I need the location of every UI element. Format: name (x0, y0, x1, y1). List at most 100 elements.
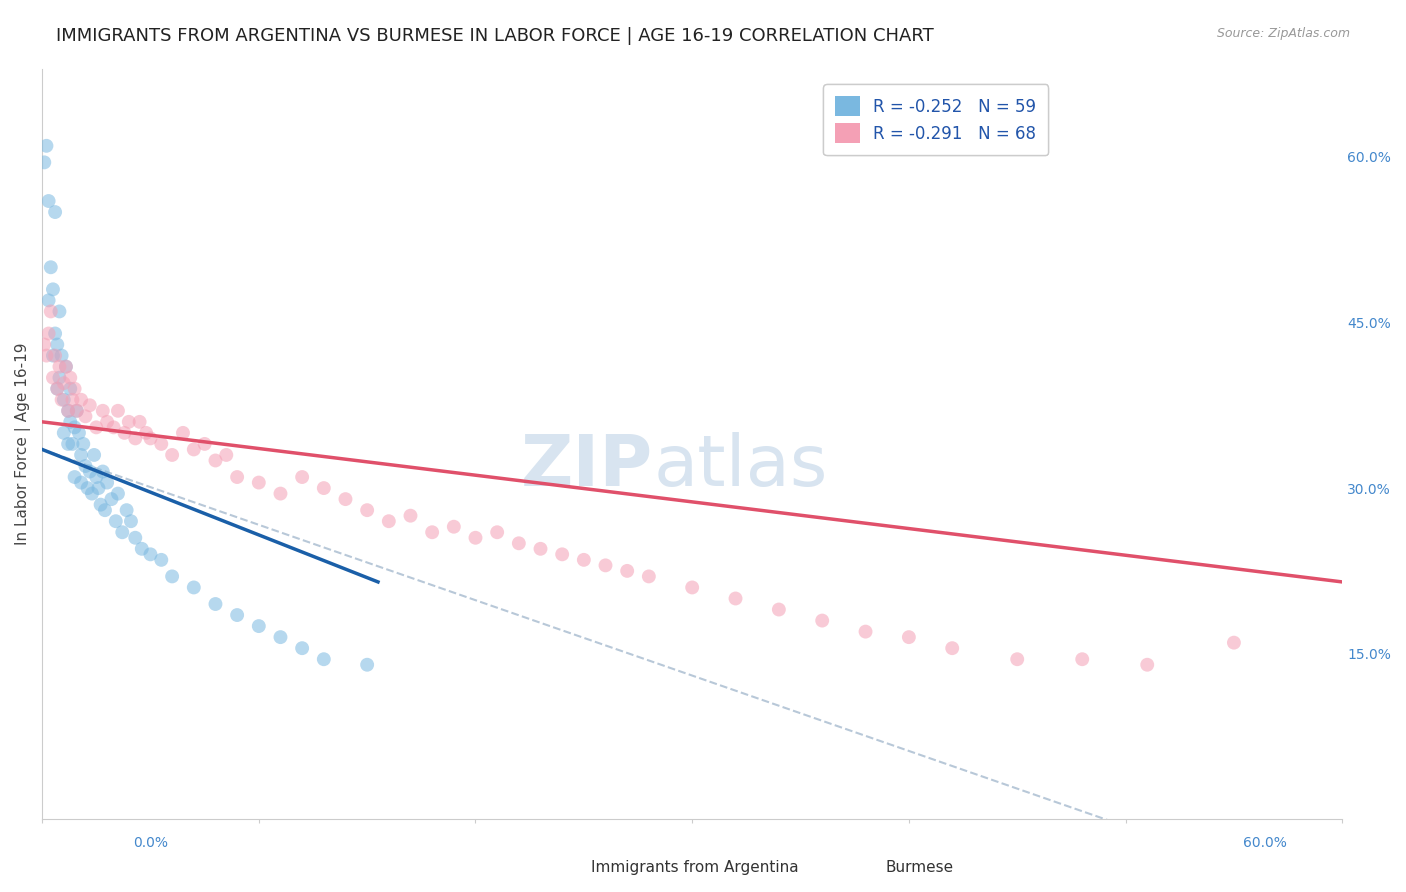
Point (464, 531, 486, 545)
Point (56, 437, 79, 451)
Point (150, 553, 173, 567)
Text: atlas: atlas (654, 432, 828, 501)
Point (114, 425, 136, 440)
Point (247, 619, 270, 633)
Point (32, 155, 55, 169)
Point (103, 420, 125, 434)
Point (44, 326, 66, 341)
Point (35, 138, 58, 153)
Point (118, 415, 141, 429)
Text: Immigrants from Argentina: Immigrants from Argentina (591, 860, 799, 874)
Point (115, 503, 138, 517)
Point (291, 470, 314, 484)
Point (572, 553, 595, 567)
Text: Source: ZipAtlas.com: Source: ZipAtlas.com (1216, 27, 1350, 40)
Point (1005, 652, 1028, 666)
Point (91, 404, 114, 418)
Point (941, 641, 963, 656)
Point (44, 349, 66, 363)
Point (1071, 652, 1094, 666)
Point (51, 349, 73, 363)
Point (420, 525, 443, 540)
Point (111, 525, 134, 540)
Point (529, 541, 551, 556)
Point (66, 404, 89, 418)
Point (52, 392, 75, 407)
Point (160, 448, 183, 462)
Point (39, 260, 62, 275)
Point (56, 404, 79, 418)
Point (75, 458, 97, 473)
Point (42, 282, 65, 296)
Point (84, 470, 107, 484)
Point (46, 337, 69, 351)
Point (378, 514, 401, 528)
Point (46, 382, 69, 396)
Legend: R = -0.252   N = 59, R = -0.291   N = 68: R = -0.252 N = 59, R = -0.291 N = 68 (824, 85, 1047, 155)
Point (204, 597, 226, 611)
Point (48, 304, 70, 318)
Point (595, 558, 617, 573)
Point (107, 486, 129, 500)
Point (70, 475, 93, 490)
Point (269, 486, 291, 500)
Point (150, 437, 173, 451)
Point (63, 382, 86, 396)
Point (72, 437, 94, 451)
Text: Burmese: Burmese (886, 860, 953, 874)
Text: IMMIGRANTS FROM ARGENTINA VS BURMESE IN LABOR FORCE | AGE 16-19 CORRELATION CHAR: IMMIGRANTS FROM ARGENTINA VS BURMESE IN … (56, 27, 934, 45)
Point (55, 359, 77, 374)
Point (79, 465, 101, 479)
Point (1223, 635, 1246, 649)
Point (39, 304, 62, 318)
Point (62, 437, 84, 451)
Point (172, 425, 194, 440)
Point (42, 370, 65, 384)
Point (1136, 657, 1159, 672)
Point (42, 349, 65, 363)
Point (616, 564, 638, 578)
Point (104, 514, 127, 528)
Text: 60.0%: 60.0% (1243, 836, 1286, 850)
Point (67, 425, 90, 440)
Point (75, 409, 97, 424)
Point (356, 503, 378, 517)
Point (139, 547, 162, 561)
Point (486, 525, 509, 540)
Text: ZIP: ZIP (522, 432, 654, 501)
Point (84, 420, 107, 434)
Point (160, 569, 183, 583)
Point (551, 547, 574, 561)
Point (194, 437, 217, 451)
Point (107, 404, 129, 418)
Point (70, 392, 93, 407)
Point (204, 453, 226, 467)
Point (139, 431, 162, 445)
Point (76, 481, 98, 495)
Point (56, 404, 79, 418)
Point (66, 404, 89, 418)
Point (768, 602, 790, 616)
Point (120, 514, 142, 528)
Point (291, 641, 314, 656)
Point (897, 630, 920, 644)
Point (269, 630, 291, 644)
Point (51, 392, 73, 407)
Point (247, 475, 270, 490)
Point (637, 569, 659, 583)
Point (94, 503, 117, 517)
Point (38, 194, 60, 208)
Point (59, 370, 82, 384)
Point (59, 415, 82, 429)
Point (335, 492, 357, 507)
Point (35, 349, 58, 363)
Point (508, 536, 530, 550)
Point (91, 465, 114, 479)
Point (226, 608, 249, 623)
Point (681, 581, 703, 595)
Point (44, 205, 66, 219)
Point (215, 448, 238, 462)
Text: 0.0%: 0.0% (134, 836, 169, 850)
Point (855, 624, 877, 639)
Point (128, 415, 150, 429)
